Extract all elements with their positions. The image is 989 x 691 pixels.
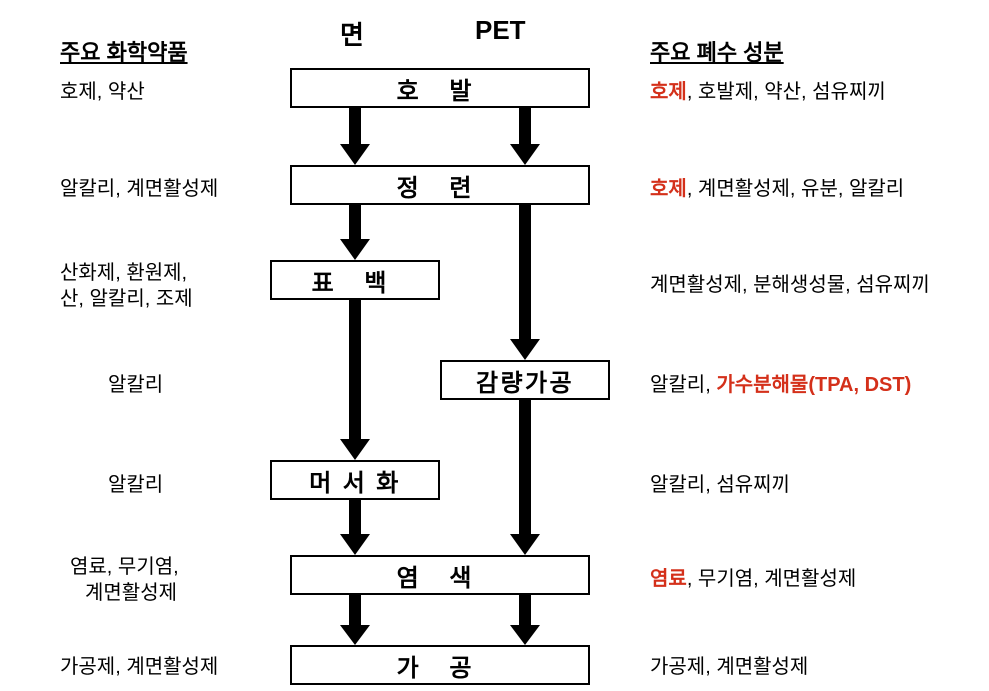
arrow-l-6-7 [340,595,370,645]
process-label-2: 정 련 [397,168,484,203]
process-box-2: 정 련 [290,165,590,205]
right-r7: 가공제, 계면활성제 [650,650,808,679]
process-box-6: 염 색 [290,555,590,595]
right-r6-hl: 염료 [650,568,687,590]
arrow-l-5-6 [340,500,370,555]
arrow-r-2-4 [510,205,540,360]
process-box-5: 머 서 화 [270,460,440,500]
process-box-1: 호 발 [290,68,590,108]
left-r1: 호제, 약산 [60,75,145,104]
arrow-l-2-3 [340,205,370,260]
process-box-4: 감량가공 [440,360,610,400]
arrow-l-3-5 [340,300,370,460]
left-r7: 가공제, 계면활성제 [60,650,218,679]
col2-header: PET [475,15,526,46]
right-r1: 호제, 호발제, 약산, 섬유찌끼 [650,75,886,104]
right-r2: 호제, 계면활성제, 유분, 알칼리 [650,172,904,201]
process-box-7: 가 공 [290,645,590,685]
left-r2: 알칼리, 계면활성제 [60,172,218,201]
right-r1-rest: , 호발제, 약산, 섬유찌끼 [687,81,886,103]
process-label-5: 머 서 화 [309,463,401,498]
right-r4-hl: 가수분해물(TPA, DST) [716,374,911,396]
left-r6b: 계면활성제 [85,576,177,605]
right-r5: 알칼리, 섬유찌끼 [650,468,790,497]
right-r6: 염료, 무기염, 계면활성제 [650,562,856,591]
left-r4: 알칼리 [108,368,163,397]
right-r3: 계면활성제, 분해생성물, 섬유찌끼 [650,268,930,297]
arrow-l-1-2 [340,108,370,165]
left-r6a: 염료, 무기염, [70,550,179,579]
right-r2-rest: , 계면활성제, 유분, 알칼리 [687,178,904,200]
right-r4: 알칼리, 가수분해물(TPA, DST) [650,368,911,397]
right-r1-hl: 호제 [650,81,687,103]
left-r3a: 산화제, 환원제, [60,256,187,285]
process-label-6: 염 색 [397,558,484,593]
right-r2-hl: 호제 [650,178,687,200]
left-title: 주요 화학약품 [60,35,188,67]
process-label-4: 감량가공 [476,363,574,398]
process-label-7: 가 공 [397,648,484,683]
process-label-1: 호 발 [397,71,484,106]
left-r3b: 산, 알칼리, 조제 [60,282,193,311]
process-box-3: 표 백 [270,260,440,300]
arrow-r-6-7 [510,595,540,645]
process-label-3: 표 백 [312,263,399,298]
left-r5: 알칼리 [108,468,163,497]
arrow-r-4-6 [510,400,540,555]
right-r6-rest: , 무기염, 계면활성제 [687,568,856,590]
arrow-r-1-2 [510,108,540,165]
right-title: 주요 폐수 성분 [650,35,784,67]
right-r4-pre: 알칼리, [650,374,716,396]
col1-header: 면 [340,15,364,52]
